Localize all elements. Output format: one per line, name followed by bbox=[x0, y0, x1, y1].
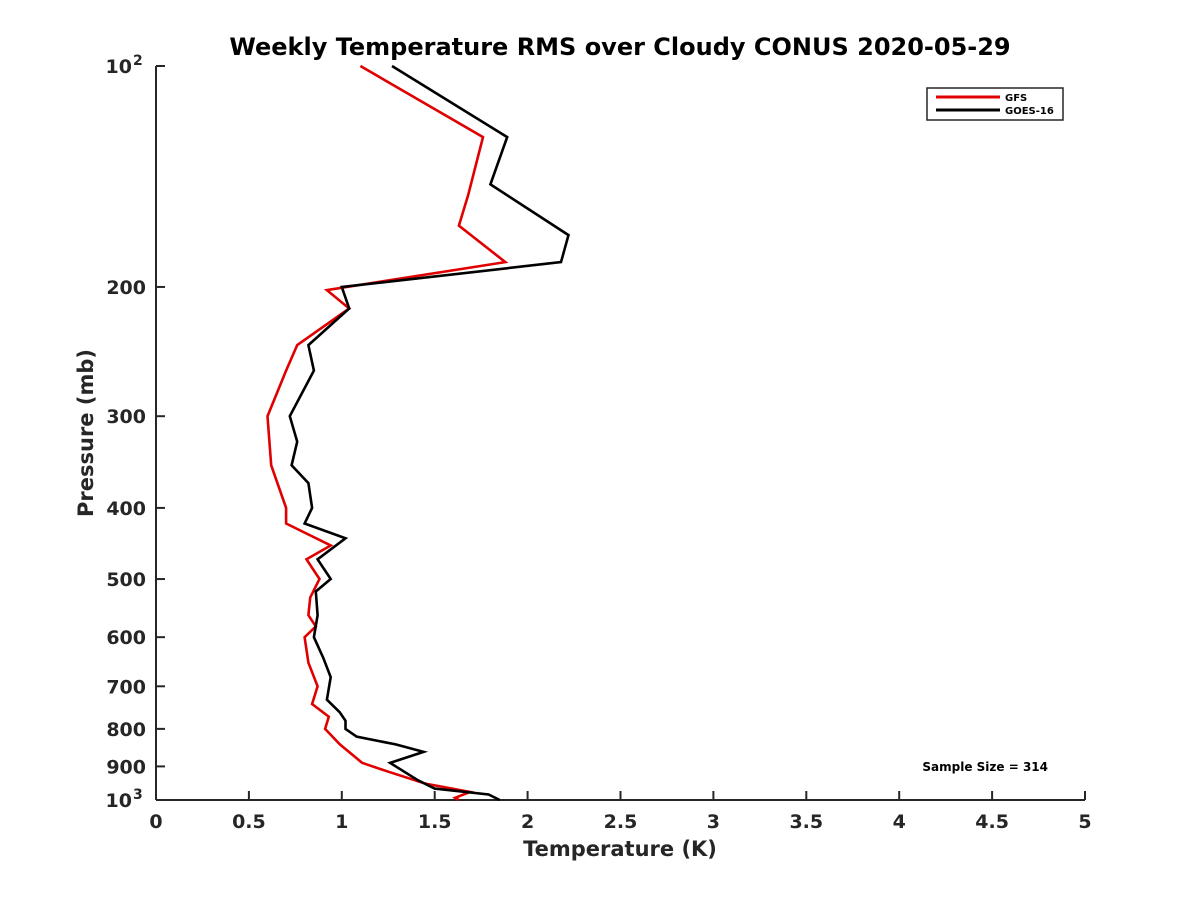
x-axis-label: Temperature (K) bbox=[523, 837, 717, 861]
y-tick-exponent: 2 bbox=[133, 53, 143, 69]
series-line-gfs bbox=[266, 64, 509, 802]
x-tick-label: 2.5 bbox=[604, 811, 638, 833]
y-tick-label: 10 bbox=[106, 56, 132, 78]
x-tick-label: 4 bbox=[893, 811, 906, 833]
legend-label-goes16: GOES-16 bbox=[1005, 106, 1054, 117]
x-tick-label: 3.5 bbox=[789, 811, 823, 833]
x-tick-label: 2 bbox=[521, 811, 534, 833]
x-tick-label: 4.5 bbox=[975, 811, 1009, 833]
y-axis-label: Pressure (mb) bbox=[74, 349, 98, 517]
legend-label-gfs: GFS bbox=[1005, 93, 1027, 104]
x-tick-label: 1.5 bbox=[418, 811, 452, 833]
y-tick-exponent: 3 bbox=[133, 787, 143, 803]
chart-title: Weekly Temperature RMS over Cloudy CONUS… bbox=[229, 33, 1010, 61]
y-tick-label: 10 bbox=[106, 790, 132, 812]
x-tick-label: 0 bbox=[149, 811, 162, 833]
y-tick-label: 900 bbox=[106, 756, 146, 778]
legend-box bbox=[926, 87, 1064, 121]
x-tick-label: 1 bbox=[335, 811, 348, 833]
x-ticks: 0 0.5 1 1.5 2 2.5 3 3.5 4 4.5 5 bbox=[149, 791, 1092, 833]
y-tick-label: 500 bbox=[106, 569, 146, 591]
x-tick-label: 3 bbox=[707, 811, 720, 833]
data-series bbox=[266, 64, 571, 802]
x-tick-label: 5 bbox=[1078, 811, 1091, 833]
legend: GFS GOES-16 bbox=[926, 87, 1064, 121]
y-tick-label: 700 bbox=[106, 676, 146, 698]
y-tick-label: 300 bbox=[106, 406, 146, 428]
y-tick-label: 800 bbox=[106, 719, 146, 741]
sample-size-annotation: Sample Size = 314 bbox=[922, 760, 1048, 774]
y-tick-label: 600 bbox=[106, 627, 146, 649]
series-line-goes16 bbox=[288, 64, 571, 802]
y-tick-label: 200 bbox=[106, 277, 146, 299]
x-tick-label: 0.5 bbox=[232, 811, 266, 833]
y-tick-label: 400 bbox=[106, 498, 146, 520]
